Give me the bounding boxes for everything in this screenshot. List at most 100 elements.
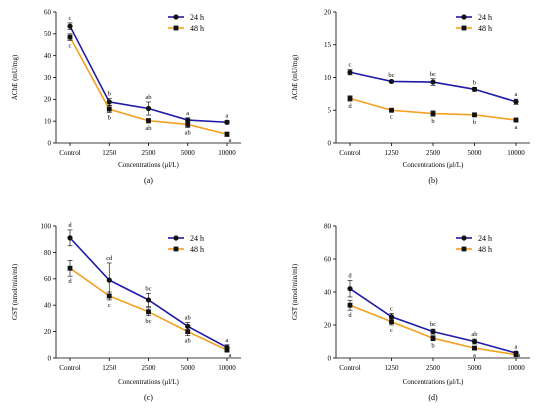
y-axis-title: GST (nmol/min/ml) [291, 263, 299, 320]
legend-label: 48 h [478, 24, 492, 33]
x-tick-label: 5000 [468, 364, 483, 372]
x-tick-label: 2500 [426, 149, 441, 157]
significance-letter: ab [471, 331, 477, 338]
data-point [389, 107, 394, 113]
significance-letter: a [515, 91, 518, 98]
data-point [106, 99, 112, 105]
legend-label: 24 h [190, 234, 204, 243]
significance-letter: d [348, 272, 352, 279]
x-tick-label: 5000 [468, 149, 483, 157]
x-axis-title: Concentrations (μl/L) [403, 378, 464, 386]
data-point [472, 112, 477, 118]
data-point [430, 111, 436, 116]
significance-letter: d [68, 278, 72, 285]
legend-marker [461, 246, 467, 252]
y-axis-title: AChE (mU/mg) [11, 54, 19, 100]
legend-label: 48 h [190, 24, 204, 33]
y-tick-label: 15 [324, 41, 332, 49]
panel-label: (d) [428, 393, 438, 402]
significance-letter: d [348, 312, 352, 319]
y-axis-title: AChE (mU/mg) [291, 54, 299, 100]
y-tick-label: 0 [328, 139, 332, 147]
y-tick-label: 0 [48, 139, 52, 147]
legend-marker [461, 14, 467, 20]
data-point [146, 118, 151, 124]
y-tick-label: 10 [44, 118, 52, 126]
significance-letter: b [431, 118, 434, 125]
x-tick-label: 10000 [218, 149, 236, 157]
data-point [67, 34, 73, 40]
legend-marker [173, 25, 179, 31]
data-point [224, 131, 230, 137]
data-point [347, 302, 353, 308]
data-point [145, 297, 152, 303]
data-point [67, 235, 73, 241]
y-tick-label: 20 [324, 321, 332, 329]
panel-b: 0 5 10 15 20 Control 1250 2500 5000 10000 Concentr… [291, 8, 530, 185]
x-tick-label: 2500 [142, 149, 157, 157]
significance-letter: a [518, 352, 521, 359]
panel-d: 0 20 40 60 80 Control 1250 2500 5000 10000 Concent… [291, 222, 530, 402]
significance-letter: c [69, 15, 72, 22]
significance-letter: b [473, 119, 476, 126]
data-point [430, 335, 436, 341]
data-point [224, 347, 230, 353]
y-tick-label: 80 [44, 249, 52, 257]
significance-letter: a [229, 137, 232, 144]
significance-letter: d [348, 103, 352, 110]
x-tick-label: Control [59, 364, 80, 372]
series-line-24h [69, 237, 228, 349]
data-point [185, 329, 191, 334]
x-tick-label: 2500 [142, 364, 157, 372]
significance-letter: b [473, 79, 476, 86]
panel-label: (b) [428, 176, 438, 185]
significance-letter: bc [145, 285, 151, 292]
data-point [347, 286, 353, 292]
x-tick-label: 10000 [507, 364, 525, 372]
data-point [224, 119, 230, 125]
legend-marker [461, 25, 467, 31]
series-line-48h [349, 97, 517, 121]
data-point [347, 69, 353, 75]
y-tick-label: 20 [44, 96, 52, 104]
data-point [67, 265, 73, 271]
panel-a: 0 10 20 30 40 50 60 Control 1250 2500 5000 10000 Con… [11, 8, 241, 185]
data-point [430, 329, 436, 335]
y-tick-label: 30 [44, 74, 52, 82]
y-tick-label: 60 [44, 275, 52, 283]
significance-letter: bc [430, 321, 436, 328]
legend-marker [461, 235, 467, 241]
x-tick-label: 10000 [218, 364, 236, 372]
significance-letter: a [229, 352, 232, 359]
x-tick-label: 1250 [102, 364, 117, 372]
x-tick-label: Control [339, 364, 360, 372]
y-tick-label: 20 [44, 328, 52, 336]
significance-letter: b [431, 343, 434, 350]
y-tick-label: 40 [44, 52, 52, 60]
legend-label: 24 h [190, 13, 204, 22]
data-point [471, 86, 478, 92]
x-axis-title: Concentrations (μl/L) [403, 161, 464, 169]
significance-letter: a [515, 343, 518, 350]
data-point [513, 99, 519, 105]
significance-letter: c [69, 42, 72, 49]
x-tick-label: 2500 [426, 364, 441, 372]
data-point [106, 293, 112, 299]
legend-label: 24 h [478, 234, 492, 243]
significance-letter: c [108, 302, 111, 309]
data-point [67, 23, 73, 29]
y-tick-label: 40 [324, 288, 332, 296]
x-tick-label: 1250 [102, 149, 117, 157]
x-tick-label: 5000 [181, 364, 196, 372]
significance-letter: a [515, 124, 518, 131]
data-point [106, 106, 112, 112]
y-tick-label: 80 [324, 222, 332, 230]
significance-letter: c [390, 305, 393, 312]
significance-letter: bc [145, 318, 151, 325]
data-point [347, 96, 353, 101]
panel-label: (c) [144, 393, 153, 402]
significance-letter: bc [430, 71, 436, 78]
y-tick-label: 50 [44, 30, 52, 38]
significance-letter: c [390, 327, 393, 334]
data-point [185, 122, 191, 127]
